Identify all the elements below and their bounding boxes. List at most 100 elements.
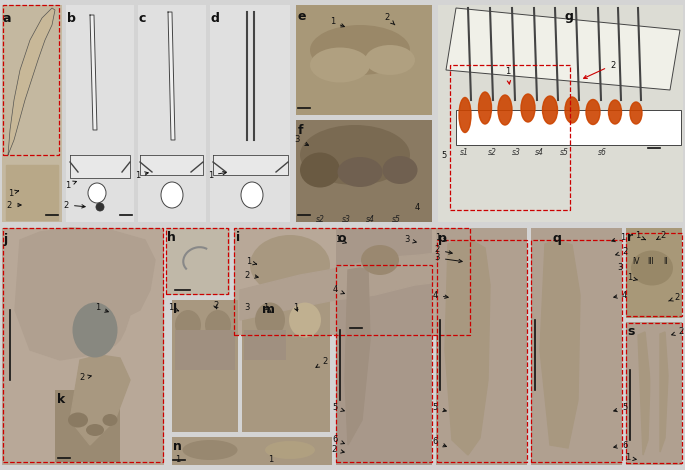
Text: s6: s6 [598,148,607,157]
Bar [436,228,527,465]
Text: s3: s3 [512,148,521,157]
Text: 1: 1 [625,454,636,462]
Text: p: p [438,232,447,245]
Text: 2: 2 [435,245,452,254]
Text: s5: s5 [560,148,569,157]
Ellipse shape [565,97,579,123]
Ellipse shape [479,92,492,124]
Bar [166,228,228,294]
Ellipse shape [382,156,417,184]
Text: i: i [236,231,240,244]
Bar [456,110,681,145]
Text: 1: 1 [435,234,447,243]
Text: 1: 1 [135,171,148,180]
Text: 1: 1 [268,455,273,464]
Ellipse shape [498,95,512,125]
Text: 4: 4 [415,203,421,212]
Ellipse shape [310,25,410,75]
Ellipse shape [241,182,263,208]
Text: s2: s2 [316,215,325,224]
Bar [55,390,120,462]
Bar [166,228,230,295]
Text: 4: 4 [614,290,627,299]
Text: 3: 3 [434,253,462,263]
Bar [336,228,432,465]
Text: 3: 3 [405,235,416,244]
Bar [210,5,290,222]
Bar [172,300,238,432]
Text: 6: 6 [433,438,447,447]
Polygon shape [638,332,650,455]
Polygon shape [240,250,460,320]
Bar [172,437,332,465]
Bar [244,330,286,360]
Ellipse shape [289,303,321,337]
Polygon shape [140,155,203,175]
Ellipse shape [631,251,673,285]
Text: 1: 1 [627,274,638,282]
Text: 2: 2 [385,14,395,25]
Text: 2: 2 [316,358,327,368]
Text: s2: s2 [488,148,497,157]
Bar [296,120,432,222]
Text: 1: 1 [293,303,298,312]
Bar [336,265,432,462]
Text: r: r [627,231,633,244]
Text: 1: 1 [95,304,108,313]
Text: II: II [663,258,667,266]
Text: n: n [173,440,182,453]
Ellipse shape [521,94,535,122]
Bar [234,228,470,335]
Bar [626,233,682,316]
Text: 5: 5 [333,404,345,413]
Ellipse shape [255,303,285,337]
Bar [437,240,527,462]
Polygon shape [168,12,175,140]
Polygon shape [445,240,490,455]
Text: 2: 2 [657,232,665,241]
Text: d: d [211,12,220,25]
Text: 1: 1 [329,17,345,27]
Text: 5: 5 [433,404,446,413]
Ellipse shape [365,45,415,75]
Text: 2: 2 [332,446,345,454]
Text: 1: 1 [8,188,18,197]
Text: 1: 1 [175,455,180,464]
Text: k: k [57,393,65,406]
Ellipse shape [250,235,330,295]
Ellipse shape [586,100,600,125]
Text: s4: s4 [535,148,544,157]
Bar [3,228,163,462]
Ellipse shape [182,440,238,460]
Polygon shape [345,268,370,445]
Bar [3,5,59,155]
Text: l: l [173,303,177,316]
Polygon shape [446,8,680,90]
Text: 2: 2 [672,328,683,337]
Text: b: b [67,12,76,25]
Ellipse shape [361,245,399,275]
Text: 1: 1 [208,171,226,180]
Text: s1: s1 [460,148,469,157]
Ellipse shape [338,157,382,187]
Ellipse shape [175,310,201,340]
Text: III: III [647,258,653,266]
Text: 1: 1 [263,304,271,313]
Polygon shape [15,228,155,360]
Text: 1: 1 [635,232,645,241]
Text: 1: 1 [246,258,257,266]
Ellipse shape [300,152,340,188]
Bar [2,5,62,222]
Text: 2: 2 [79,374,91,383]
Bar [234,228,470,335]
Polygon shape [540,240,580,448]
Bar [626,323,682,463]
Bar [296,5,432,115]
Bar [242,300,330,432]
Ellipse shape [103,414,118,426]
Polygon shape [650,330,660,458]
Text: e: e [298,10,306,23]
Text: 1: 1 [612,234,625,243]
Ellipse shape [300,125,410,185]
Ellipse shape [630,102,642,124]
